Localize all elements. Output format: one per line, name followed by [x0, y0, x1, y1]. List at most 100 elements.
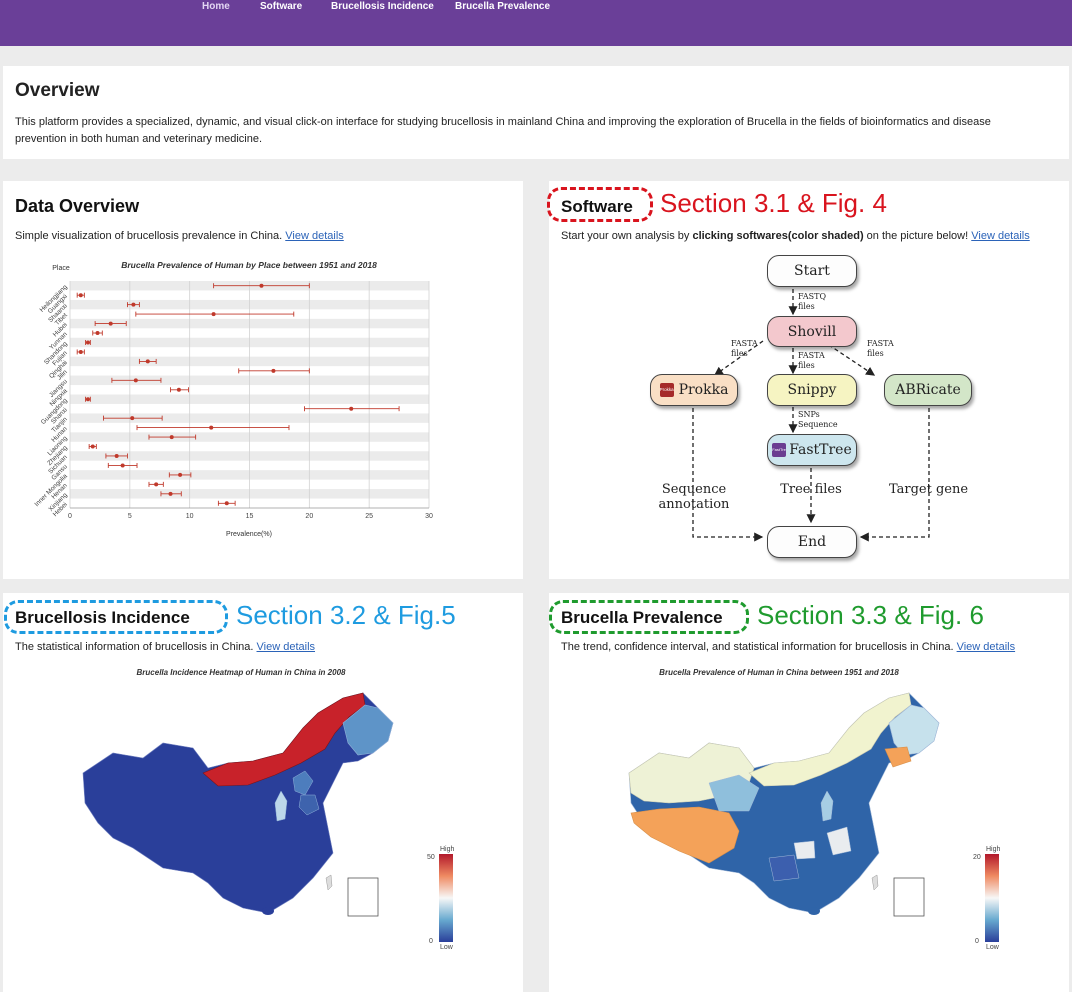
software-card: Software Start your own analysis by clic… [549, 181, 1069, 579]
data-overview-title: Data Overview [15, 196, 140, 216]
label-sequence-annotation: Sequence annotation [658, 482, 730, 512]
prevalence-heatmap-map[interactable] [589, 683, 1029, 983]
flowchart-fasttree-node[interactable]: FastTreeFastTree [767, 434, 857, 466]
chart-point[interactable] [95, 331, 100, 336]
chart-point[interactable] [349, 406, 354, 411]
chart-point[interactable] [133, 378, 138, 383]
software-title: Software [561, 197, 633, 216]
software-flowchart-connectors [692, 289, 930, 542]
chart-point[interactable] [85, 397, 90, 402]
chart-point[interactable] [78, 293, 83, 298]
incidence-desc-text: The statistical information of brucellos… [15, 641, 254, 653]
chart-point[interactable] [130, 416, 135, 421]
chart-point[interactable] [211, 312, 216, 317]
flowchart-shovill-node[interactable]: Shovill [767, 316, 857, 347]
chart-x-tick-label: 10 [186, 513, 194, 520]
label-snps-sequence: SNPs Sequence [798, 410, 838, 429]
chart-x-tick-label: 15 [246, 513, 254, 520]
incidence-legend-max: 50 [427, 854, 435, 861]
chart-x-tick-label: 5 [128, 513, 132, 520]
label-fasta-files-right: FASTA files [867, 339, 894, 358]
chart-point[interactable] [224, 501, 229, 506]
fasttree-label: FastTree [789, 442, 852, 458]
chart-point[interactable] [168, 491, 173, 496]
prevalence-legend-low: Low [986, 944, 999, 951]
label-fasta-files-left: FASTA files [731, 339, 758, 358]
chart-x-axis-label: Prevalence(%) [226, 531, 272, 538]
data-overview-desc-text: Simple visualization of brucellosis prev… [15, 230, 283, 242]
prevalence-desc-text: The trend, confidence interval, and stat… [561, 641, 954, 653]
flowchart-abricate-node[interactable]: ABRicate [884, 374, 972, 406]
software-section-callout: Section 3.1 & Fig. 4 [660, 188, 887, 218]
data-overview-desc: Simple visualization of brucellosis prev… [15, 230, 344, 242]
top-navbar: Home Software Brucellosis Incidence Bruc… [0, 0, 1072, 46]
prevalence-color-legend [985, 854, 999, 942]
incidence-heatmap-map[interactable] [43, 683, 483, 983]
chart-x-tick-label: 25 [365, 513, 373, 520]
label-fasta-files-mid: FASTA files [798, 351, 825, 370]
chart-point[interactable] [108, 321, 113, 326]
chart-point[interactable] [169, 435, 174, 440]
label-tree-files: Tree files [780, 482, 842, 497]
flowchart-snippy-node[interactable]: Snippy [767, 374, 857, 406]
chart-point[interactable] [114, 453, 119, 458]
prevalence-section-callout: Section 3.3 & Fig. 6 [757, 600, 984, 630]
prevalence-by-place-chart[interactable]: HeilongjiangGuangxiShaanxiTibetHubeiYunn… [15, 253, 445, 543]
incidence-legend-low: Low [440, 944, 453, 951]
label-fastq-files: FASTQ files [798, 292, 827, 311]
nav-software[interactable]: Software [260, 1, 303, 12]
incidence-title-highlight [4, 600, 228, 634]
label-target-gene: Target gene [888, 482, 969, 497]
chart-point[interactable] [178, 472, 183, 477]
prevalence-legend-min: 0 [975, 938, 979, 945]
chart-x-tick-label: 0 [68, 513, 72, 520]
prevalence-title: Brucella Prevalence [561, 608, 723, 627]
software-desc-bold: clicking softwares(color shaded) [692, 230, 864, 242]
nav-brucellosis-incidence[interactable]: Brucellosis Incidence [331, 1, 434, 12]
software-title-highlight [547, 187, 653, 222]
data-overview-view-details-link[interactable]: View details [285, 230, 344, 242]
software-view-details-link[interactable]: View details [971, 230, 1030, 242]
prevalence-legend-max: 20 [973, 854, 981, 861]
prevalence-desc: The trend, confidence interval, and stat… [561, 641, 1015, 653]
chart-point[interactable] [78, 349, 83, 354]
chart-point[interactable] [120, 463, 125, 468]
overview-panel: Overview This platform provides a specia… [3, 66, 1069, 159]
chart-x-tick-label: 20 [305, 513, 313, 520]
fasttree-logo-icon: FastTree [772, 443, 787, 457]
incidence-view-details-link[interactable]: View details [256, 641, 316, 653]
incidence-title: Brucellosis Incidence [15, 608, 190, 627]
overview-title: Overview [15, 80, 100, 101]
chart-point[interactable] [154, 482, 159, 487]
chart-point[interactable] [259, 283, 264, 288]
overview-text: This platform provides a specialized, dy… [15, 116, 991, 145]
data-overview-card: Data Overview Simple visualization of br… [3, 181, 523, 579]
flowchart-end-node: End [767, 526, 857, 558]
incidence-card: Brucellosis Incidence The statistical in… [3, 593, 523, 992]
chart-point[interactable] [176, 387, 181, 392]
prevalence-card: Brucella Prevalence The trend, confidenc… [549, 593, 1069, 992]
chart-point[interactable] [209, 425, 214, 430]
chart-point[interactable] [131, 302, 136, 307]
prevalence-view-details-link[interactable]: View details [956, 641, 1016, 653]
chart-point[interactable] [145, 359, 150, 364]
flowchart-start-node: Start [767, 255, 857, 287]
incidence-legend-min: 0 [429, 938, 433, 945]
incidence-desc: The statistical information of brucellos… [15, 641, 315, 653]
prokka-logo-icon: Prokka [659, 383, 674, 397]
chart-x-tick-label: 30 [425, 513, 433, 520]
flowchart-prokka-node[interactable]: Prokka Prokka [650, 374, 738, 406]
chart-point[interactable] [90, 444, 95, 449]
prevalence-legend-high: High [986, 846, 1001, 853]
chart-point[interactable] [85, 340, 90, 345]
chart-y-axis-label: Place [52, 265, 70, 272]
software-desc-post: on the picture below! [863, 230, 969, 242]
incidence-legend-high: High [440, 846, 455, 853]
software-desc-pre: Start your own analysis by [561, 230, 693, 242]
nav-brucella-prevalence[interactable]: Brucella Prevalence [455, 1, 551, 12]
nav-home[interactable]: Home [202, 1, 230, 12]
chart-point[interactable] [271, 368, 276, 373]
prevalence-title-highlight [549, 600, 749, 634]
chart-title: Brucella Prevalence of Human by Place be… [121, 260, 377, 270]
software-desc: Start your own analysis by clicking soft… [561, 230, 1030, 242]
